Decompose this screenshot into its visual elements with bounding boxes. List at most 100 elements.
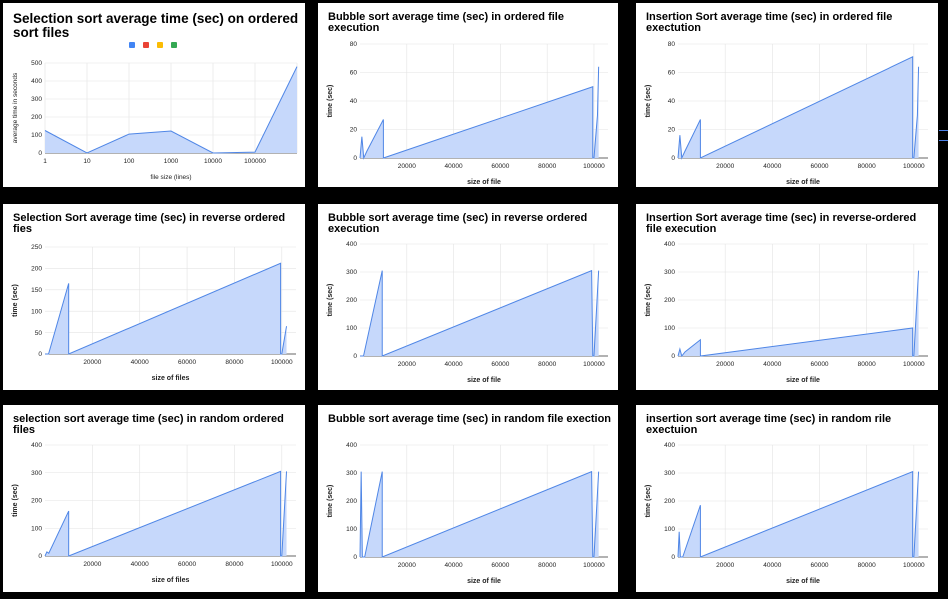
y-axis-title: time (sec)	[327, 485, 334, 518]
chart-svg: 0 100 200 300 400 20000 40000 60000 80000 100000 s…	[12, 442, 296, 584]
y-tick-label: 400	[664, 442, 675, 449]
chart-title: Selection sort average time (sec) on ord…	[13, 11, 299, 40]
x-tick-label: 100000	[271, 359, 293, 366]
x-tick-label: 100	[124, 158, 135, 165]
chart-svg: 0 20 40 60 80 20000 40000 60000 80000 100000 size …	[327, 41, 608, 186]
y-tick-label: 0	[671, 554, 675, 561]
y-tick-label: 100	[31, 132, 42, 139]
y-tick-label: 300	[346, 269, 357, 276]
x-tick-label: 40000	[445, 163, 463, 170]
chart-title: Insertion Sort average time (sec) in ord…	[646, 11, 893, 34]
y-tick-label: 100	[664, 325, 675, 332]
y-tick-label: 200	[31, 266, 42, 273]
chart-svg: 0 50 100 150 200 250 20000 40000 60000 80000 10000…	[12, 244, 296, 382]
y-tick-label: 80	[350, 41, 358, 48]
series-line	[359, 470, 600, 558]
x-tick-label: 40000	[763, 562, 781, 569]
x-axis-title: size of file	[467, 377, 501, 384]
series-line	[677, 270, 920, 358]
x-tick-label: 20000	[716, 361, 734, 368]
legend	[129, 42, 177, 48]
x-axis-title: size of file	[786, 578, 820, 585]
y-tick-label: 400	[346, 241, 357, 248]
x-tick-label: 40000	[445, 361, 463, 368]
x-axis-title: size of file	[467, 179, 501, 186]
y-tick-label: 0	[38, 150, 42, 157]
y-tick-label: 100	[664, 526, 675, 533]
chart-panel: insertion sort average time (sec) in ran…	[636, 405, 938, 592]
chart-panel: Bubble sort average time (sec) in ordere…	[318, 3, 618, 187]
x-tick-label: 100000	[903, 163, 925, 170]
chart-svg: 0 100 200 300 400 500 1 10 100 1000 10000 100000 fil…	[12, 60, 298, 181]
chart-svg: 0 100 200 300 400 20000 40000 60000 80000 100000 s…	[645, 241, 928, 384]
chart-svg: 0 20 40 60 80 20000 40000 60000 80000 100000 size …	[645, 41, 928, 186]
chart-svg: 0 100 200 300 400 20000 40000 60000 80000 100000 s…	[327, 442, 608, 585]
chart-title: Insertion Sort average time (sec) in rev…	[646, 212, 917, 235]
x-tick-label: 1	[43, 158, 47, 165]
y-tick-label: 0	[353, 353, 357, 360]
chart-panel: Bubble sort average time (sec) in random…	[318, 405, 618, 592]
y-axis-title: time (sec)	[12, 284, 19, 317]
x-tick-label: 20000	[716, 562, 734, 569]
y-tick-label: 0	[38, 351, 42, 358]
y-tick-label: 100	[31, 525, 42, 532]
x-tick-label: 80000	[858, 562, 876, 569]
edge-marker	[939, 140, 948, 141]
legend-swatch	[143, 42, 149, 48]
y-tick-label: 200	[664, 297, 675, 304]
x-tick-label: 40000	[445, 562, 463, 569]
x-tick-label: 40000	[763, 163, 781, 170]
x-tick-label: 100000	[244, 158, 266, 165]
y-tick-label: 0	[353, 155, 357, 162]
y-tick-label: 20	[668, 127, 676, 134]
y-axis-title: time (sec)	[645, 85, 652, 118]
x-axis-title: size of file	[786, 179, 820, 186]
chart-panel: Insertion Sort average time (sec) in rev…	[636, 204, 938, 390]
y-axis-title: time (sec)	[327, 284, 334, 317]
x-tick-label: 20000	[398, 562, 416, 569]
y-tick-label: 400	[664, 241, 675, 248]
chart-title: Bubble sort average time (sec) in random…	[328, 413, 612, 425]
x-tick-label: 20000	[83, 359, 101, 366]
y-tick-label: 300	[664, 470, 675, 477]
x-tick-label: 80000	[538, 562, 556, 569]
x-tick-label: 40000	[131, 359, 149, 366]
edge-marker	[939, 130, 948, 131]
x-tick-label: 80000	[538, 163, 556, 170]
chart-panel: Insertion Sort average time (sec) in ord…	[636, 3, 938, 187]
y-tick-label: 0	[353, 554, 357, 561]
y-tick-label: 100	[346, 325, 357, 332]
chart-title: selection sort average time (sec) in ran…	[13, 413, 284, 436]
y-tick-label: 500	[31, 60, 42, 67]
x-tick-label: 20000	[83, 561, 101, 568]
x-tick-label: 1000	[164, 158, 179, 165]
y-tick-label: 80	[668, 41, 676, 48]
y-tick-label: 0	[671, 353, 675, 360]
y-axis-title: time (sec)	[327, 85, 334, 118]
legend-swatch	[129, 42, 135, 48]
x-tick-label: 100000	[271, 561, 293, 568]
x-axis-title: size of files	[152, 577, 190, 584]
y-tick-label: 100	[31, 308, 42, 315]
legend-swatch	[157, 42, 163, 48]
x-tick-label: 20000	[398, 361, 416, 368]
chart-panel: selection sort average time (sec) in ran…	[3, 405, 305, 592]
series-area	[678, 471, 919, 557]
y-axis-title: time (sec)	[12, 484, 19, 517]
y-tick-label: 200	[664, 498, 675, 505]
x-axis-title: file size (lines)	[150, 174, 191, 181]
series-area	[678, 270, 919, 356]
series-line	[677, 470, 920, 558]
y-axis-title: time (sec)	[645, 284, 652, 317]
y-tick-label: 0	[38, 553, 42, 560]
y-tick-label: 300	[346, 470, 357, 477]
y-axis-title: average time in seconds	[12, 72, 19, 143]
series-line	[45, 262, 288, 355]
x-tick-label: 80000	[858, 361, 876, 368]
series-area	[45, 471, 287, 556]
y-tick-label: 60	[350, 70, 358, 77]
series-line	[360, 269, 600, 357]
x-tick-label: 40000	[763, 361, 781, 368]
x-tick-label: 10	[83, 158, 91, 165]
y-tick-label: 300	[31, 470, 42, 477]
